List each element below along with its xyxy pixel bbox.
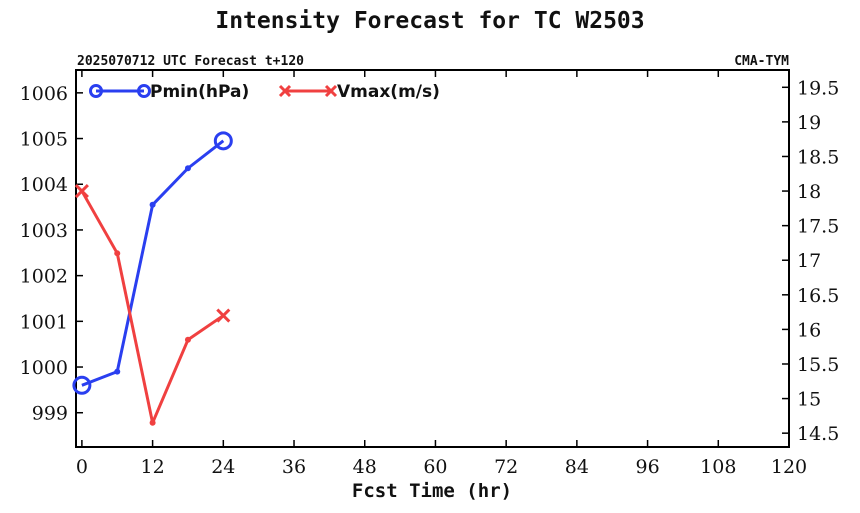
vmax-point	[184, 336, 191, 343]
left-y-tick-label: 1004	[20, 174, 68, 196]
chart-subtitle-left: 2025070712 UTC Forecast t+120	[77, 54, 304, 69]
left-y-tick-label: 1001	[20, 311, 68, 333]
pmin-point	[184, 165, 191, 172]
vmax-series-line	[80, 190, 225, 425]
plot-area: 0 12 24 36 48 60 72 84 96 108 120 999 1000 1001 1002 10…	[20, 69, 839, 478]
vmax-point-marker	[74, 183, 89, 199]
pmin-legend-marker	[137, 84, 151, 98]
right-y-tick-label: 19.5	[797, 77, 839, 99]
chart-subtitle-right: CMA-TYM	[734, 54, 789, 69]
x-tick-label: 96	[635, 456, 659, 478]
right-y-tick-label: 16.5	[797, 285, 839, 307]
right-y-tick-label: 15.5	[797, 354, 839, 376]
left-y-tick-label: 1002	[20, 266, 68, 288]
right-y-tick-label: 18	[797, 181, 821, 203]
vmax-legend-marker	[278, 84, 292, 98]
vmax-legend-marker	[324, 84, 338, 98]
vmax-point	[149, 419, 156, 426]
left-y-tick-label: 1006	[20, 83, 68, 105]
vmax-point-marker	[216, 308, 231, 323]
x-tick-label: 84	[565, 456, 589, 478]
right-y-tick-label: 17.5	[797, 216, 839, 238]
left-y-tick-label: 999	[32, 403, 68, 425]
x-tick-label: 0	[76, 456, 88, 478]
right-y-tick-label: 15	[797, 389, 821, 411]
x-tick-label: 24	[211, 456, 235, 478]
x-tick-label: 120	[771, 456, 807, 478]
x-tick-label: 12	[141, 456, 165, 478]
vmax-point	[114, 250, 121, 257]
x-tick-label: 36	[282, 456, 306, 478]
pmin-point-marker	[72, 375, 92, 395]
pmin-legend-marker	[89, 84, 103, 98]
x-tick-label: 48	[353, 456, 377, 478]
chart-title: Intensity Forecast for TC W2503	[215, 8, 644, 34]
right-y-tick-label: 16	[797, 319, 821, 341]
x-tick-label: 108	[700, 456, 736, 478]
plot-frame	[75, 69, 790, 448]
x-tick-label: 72	[494, 456, 518, 478]
vmax-legend-label: Vmax(m/s)	[337, 82, 440, 102]
vmax-legend-entry: Vmax(m/s)	[278, 82, 440, 102]
pmin-point-marker	[213, 131, 233, 151]
left-y-tick-label: 1003	[20, 220, 68, 242]
right-y-tick-label: 19	[797, 112, 821, 134]
left-y-tick-label: 1000	[20, 357, 68, 379]
pmin-series-line	[81, 139, 225, 387]
pmin-point	[114, 368, 121, 375]
pmin-point	[149, 201, 156, 208]
right-y-tick-label: 18.5	[797, 146, 839, 168]
right-y-tick-label: 17	[797, 250, 821, 272]
x-tick-label: 60	[423, 456, 447, 478]
right-y-tick-label: 14.5	[797, 423, 839, 445]
left-y-tick-label: 1005	[20, 129, 68, 151]
pmin-legend-label: Pmin(hPa)	[150, 82, 249, 102]
pmin-legend-entry: Pmin(hPa)	[89, 82, 249, 102]
x-axis-label: Fcst Time (hr)	[352, 480, 512, 502]
